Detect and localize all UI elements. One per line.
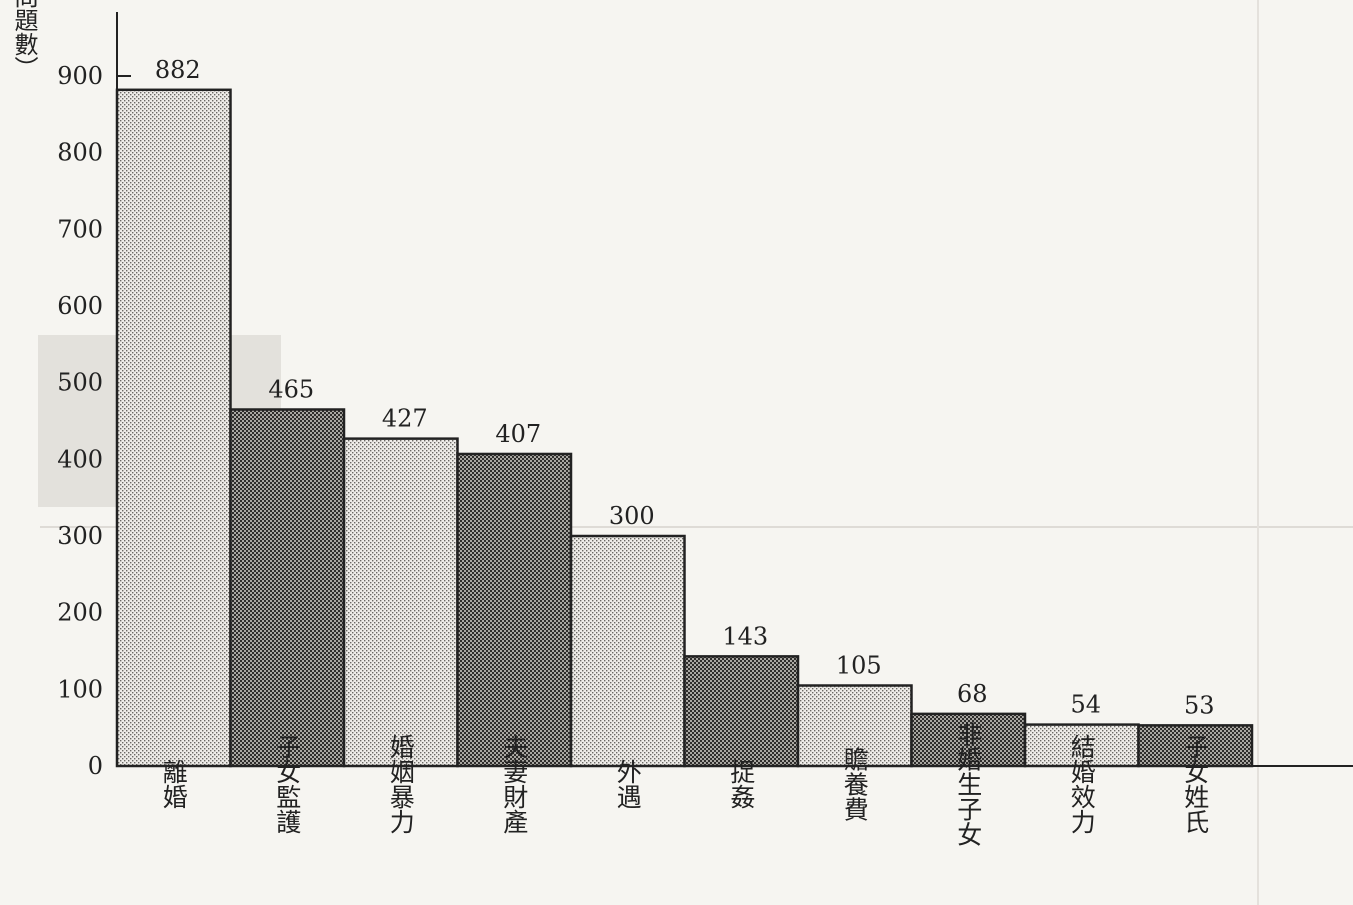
bar-9 bbox=[1023, 723, 1140, 768]
y-axis-label: （問題數） bbox=[10, 0, 38, 80]
y-tick-label: 400 bbox=[57, 445, 103, 473]
category-label: 離婚 bbox=[159, 759, 188, 809]
bars bbox=[115, 88, 1254, 768]
category-label: 結婚效力 bbox=[1067, 734, 1096, 834]
category-label: 贍養費 bbox=[840, 747, 869, 822]
category-label: 捉姦 bbox=[727, 759, 756, 809]
bar-4 bbox=[456, 452, 573, 768]
category-labels: 離婚 子女監護 婚姻暴力 夫妻財產 外遇 捉姦 贍養費 非婚生子女 結婚效力 子女姓氏 bbox=[159, 722, 1210, 847]
category-label: 子女監護 bbox=[273, 734, 302, 834]
data-label: 882 bbox=[155, 56, 201, 84]
category-label: 子女姓氏 bbox=[1181, 734, 1210, 834]
y-tick-label: 200 bbox=[57, 599, 103, 627]
bar-7 bbox=[796, 684, 913, 768]
data-label: 53 bbox=[1184, 691, 1215, 719]
bar-5 bbox=[569, 534, 686, 768]
y-tick-label: 500 bbox=[57, 369, 103, 397]
y-tick-label: 300 bbox=[57, 522, 103, 550]
data-label: 143 bbox=[722, 622, 768, 650]
bar-2 bbox=[229, 408, 346, 768]
category-label: 非婚生子女 bbox=[954, 722, 983, 847]
data-labels: 882 465 427 407 300 143 105 68 54 53 bbox=[155, 56, 1215, 720]
data-label: 407 bbox=[495, 420, 541, 448]
data-label: 427 bbox=[382, 405, 428, 433]
data-label: 105 bbox=[836, 652, 882, 680]
bar-6 bbox=[683, 655, 800, 768]
data-label: 300 bbox=[609, 502, 655, 530]
y-tick-label: 900 bbox=[57, 62, 103, 90]
data-label: 54 bbox=[1070, 691, 1101, 719]
data-label: 465 bbox=[268, 376, 314, 404]
category-label: 外遇 bbox=[613, 759, 642, 809]
bar-1 bbox=[115, 88, 232, 768]
bar-10 bbox=[1137, 724, 1254, 768]
category-label: 夫妻財產 bbox=[500, 734, 529, 834]
y-tick-label: 700 bbox=[57, 215, 103, 243]
y-tick-label: 800 bbox=[57, 139, 103, 167]
y-tick-label: 100 bbox=[57, 675, 103, 703]
y-tick-label: 0 bbox=[88, 752, 103, 780]
data-label: 68 bbox=[957, 680, 988, 708]
y-tick-label: 600 bbox=[57, 292, 103, 320]
category-label: 婚姻暴力 bbox=[386, 734, 415, 834]
bar-3 bbox=[342, 437, 459, 768]
